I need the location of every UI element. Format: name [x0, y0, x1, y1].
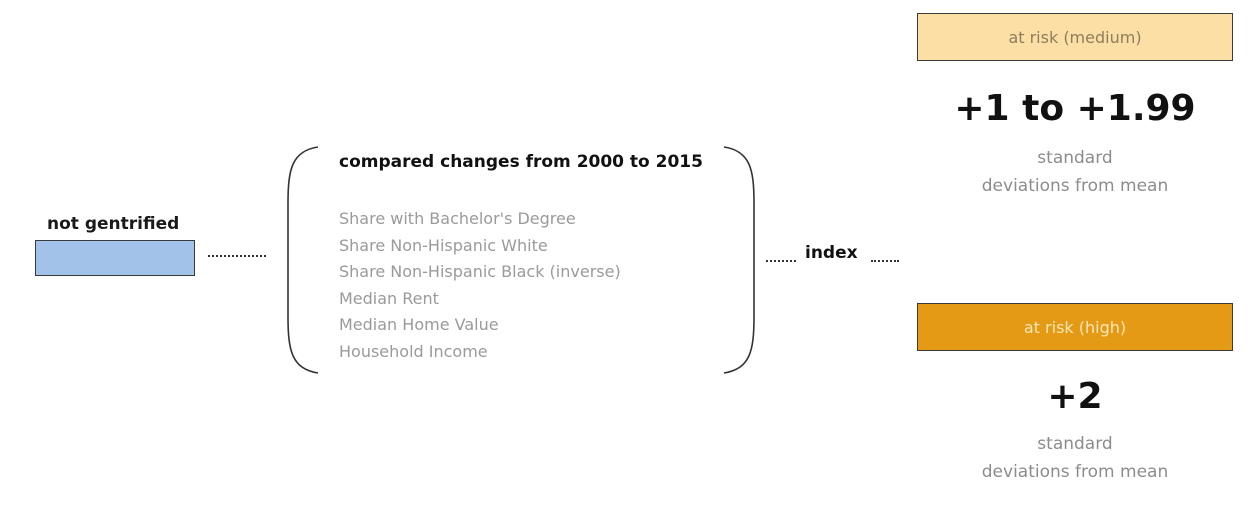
factor-item: Household Income [339, 341, 488, 361]
at-risk-high-unit: standard deviations from mean [917, 430, 1233, 486]
brace-right [723, 146, 755, 374]
factor-item: Median Home Value [339, 315, 499, 334]
factor-item: Share with Bachelor's Degree [339, 209, 576, 228]
unit-line: deviations from mean [981, 176, 1169, 196]
factor-item: Share Non-Hispanic Black (inverse) [339, 262, 621, 281]
connector-dots-before-index [766, 260, 796, 262]
unit-line: standard [1037, 148, 1113, 168]
curly-brace-group [287, 146, 755, 374]
factor-item: Share Non-Hispanic White [339, 235, 548, 255]
not-gentrified-swatch [35, 240, 195, 276]
brace-title: compared changes from 2000 to 2015 [339, 152, 703, 172]
at-risk-medium-unit: standard deviations from mean [917, 144, 1233, 200]
connector-dots-left [208, 255, 266, 257]
at-risk-medium-box: at risk (medium) [917, 13, 1233, 61]
at-risk-high-label: at risk (high) [1023, 317, 1127, 337]
at-risk-high-box: at risk (high) [917, 303, 1233, 351]
unit-line: standard [1037, 434, 1113, 454]
at-risk-medium-value: +1 to +1.99 [954, 88, 1196, 129]
unit-line: deviations from mean [981, 462, 1169, 482]
not-gentrified-label: not gentrified [47, 214, 180, 234]
at-risk-medium-label: at risk (medium) [1008, 27, 1142, 47]
factor-list: Share with Bachelor's Degree Share Non-H… [339, 206, 621, 365]
at-risk-high-value: +2 [1047, 376, 1103, 417]
factor-item: Median Rent [339, 288, 439, 308]
brace-left [287, 146, 319, 374]
connector-dots-after-index [871, 260, 899, 262]
index-label: index [805, 243, 858, 263]
